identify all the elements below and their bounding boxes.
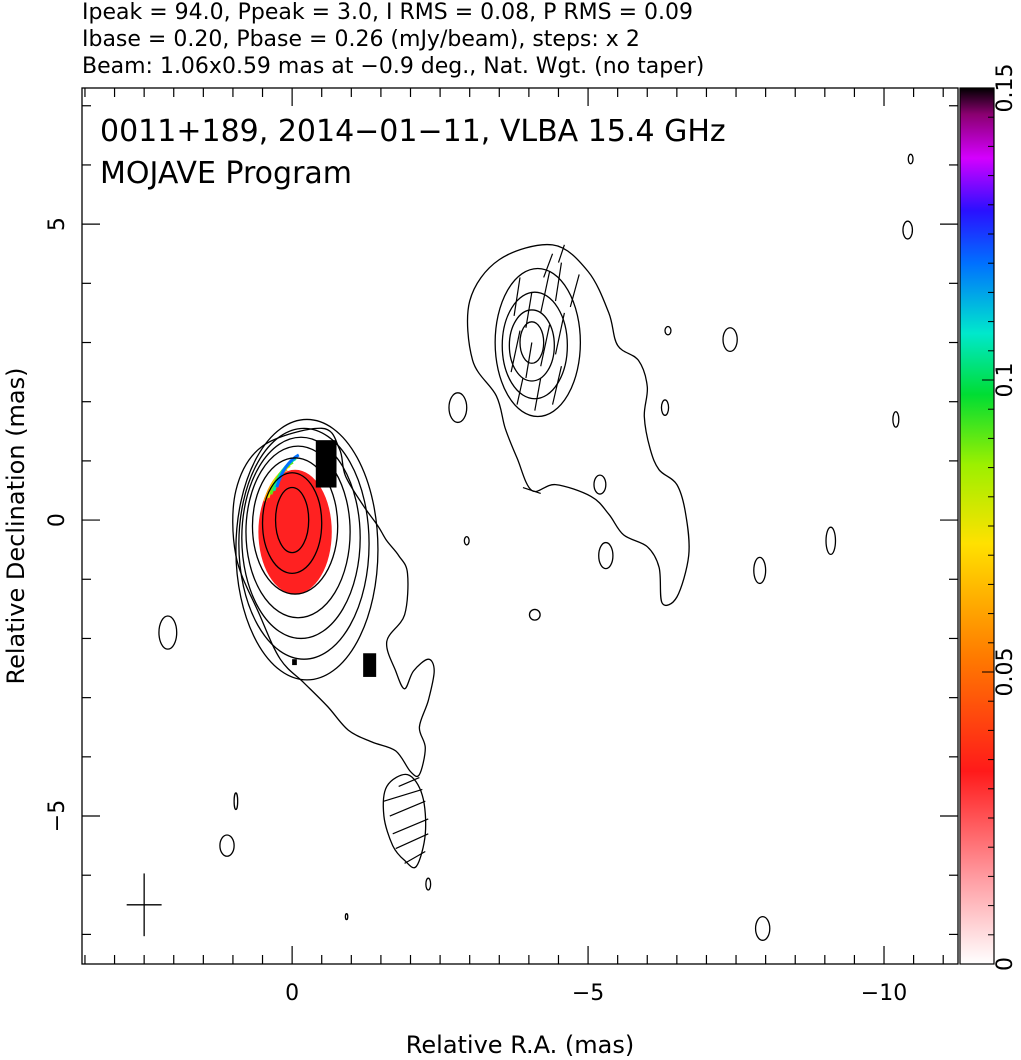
south-component-contour <box>382 773 427 869</box>
fractional-polarization-layer <box>258 440 377 677</box>
core-contour <box>238 427 370 660</box>
chart-title-line-1: 0011+189, 2014−01−11, VLBA 15.4 GHz <box>100 114 726 149</box>
evpa-tick <box>569 274 580 308</box>
core-contour <box>245 445 351 619</box>
noise-contour <box>907 153 914 165</box>
header-line-3: Beam: 1.06x0.59 mas at −0.9 deg., Nat. W… <box>82 54 704 79</box>
evpa-tick <box>554 262 563 302</box>
noise-contour <box>528 608 541 621</box>
evpa-tick <box>383 788 423 802</box>
chart-title-line-2: MOJAVE Program <box>100 156 352 191</box>
y-tick-label: 5 <box>45 217 70 231</box>
x-axis-label: Relative R.A. (mas) <box>406 1031 634 1059</box>
noise-contour <box>344 913 349 921</box>
fractional-pol-core <box>258 469 332 595</box>
noise-contour <box>902 220 914 240</box>
north-component-contour <box>494 267 582 418</box>
total-intensity-contours <box>158 153 914 941</box>
evpa-tick <box>551 366 563 405</box>
y-tick-label: −5 <box>45 800 70 832</box>
y-tick-label: 0 <box>45 513 70 527</box>
colorbar-tick-label: 0.05 <box>993 648 1018 697</box>
colorbar-tick-label: 0.1 <box>993 363 1018 398</box>
core-contour <box>261 472 323 575</box>
x-tick-label: −5 <box>572 981 604 1006</box>
noise-contour <box>892 411 900 428</box>
evpa-tick <box>395 833 429 850</box>
north-component-contour <box>501 291 569 400</box>
north-component-contour <box>508 309 555 382</box>
evpa-tick <box>392 818 429 835</box>
north-component-contour <box>519 321 545 364</box>
evpa-tick <box>525 342 533 379</box>
evpa-tick <box>513 277 521 316</box>
north-component-outer-contour <box>466 243 690 606</box>
core-contour <box>251 457 339 595</box>
axis-ticks: 0 −5 −10 5 0 −5 <box>45 88 958 1006</box>
core-contour <box>235 418 379 681</box>
evpa-tick <box>522 486 541 495</box>
noise-contour <box>664 325 672 336</box>
noise-contour <box>158 615 178 650</box>
noise-contour <box>448 392 468 424</box>
core-contour <box>241 436 361 640</box>
evpa-tick <box>557 244 565 263</box>
noise-contour <box>463 536 470 546</box>
evpa-tick <box>554 312 565 355</box>
evpa-tick <box>398 777 420 787</box>
noise-contour <box>593 474 607 495</box>
colorbar-ticks: 0 0.05 0.1 0.15 <box>982 64 1018 971</box>
evpa-tick <box>404 851 426 864</box>
beam-cross <box>126 873 162 937</box>
noise-contour <box>722 327 738 353</box>
evpa-tick <box>510 330 521 373</box>
evpa-tick <box>516 377 524 405</box>
evpa-tick <box>540 324 551 367</box>
plot-frame <box>81 87 959 965</box>
fractional-pol-pixel <box>363 653 377 677</box>
y-axis-label: Relative Declination (mas) <box>2 367 30 684</box>
evpa-tick <box>525 292 533 328</box>
evpa-tick <box>543 253 554 278</box>
noise-contour <box>425 877 432 891</box>
header-line-1: Ipeak = 94.0, Ppeak = 3.0, I RMS = 0.08,… <box>82 0 693 25</box>
noise-contour <box>219 834 235 857</box>
noise-contour <box>754 915 771 941</box>
fractional-pol-pixel <box>292 659 297 666</box>
noise-contour <box>753 556 767 585</box>
evpa-tick <box>540 271 551 314</box>
colorbar-tick-label: 0.15 <box>993 64 1018 113</box>
x-tick-label: −10 <box>861 981 907 1006</box>
outer-contour <box>232 427 435 778</box>
header-line-2: Ibase = 0.20, Pbase = 0.26 (mJy/beam), s… <box>82 27 640 52</box>
x-tick-label: 0 <box>285 981 299 1006</box>
evpa-vectors <box>383 244 580 864</box>
core-contour <box>274 486 310 554</box>
evpa-tick <box>389 800 426 817</box>
evpa-tick <box>534 377 542 411</box>
noise-contour <box>660 399 670 416</box>
noise-contour <box>233 792 239 811</box>
noise-contour <box>598 541 614 570</box>
noise-contour <box>825 526 837 556</box>
colorbar-tick-label: 0 <box>993 957 1018 971</box>
